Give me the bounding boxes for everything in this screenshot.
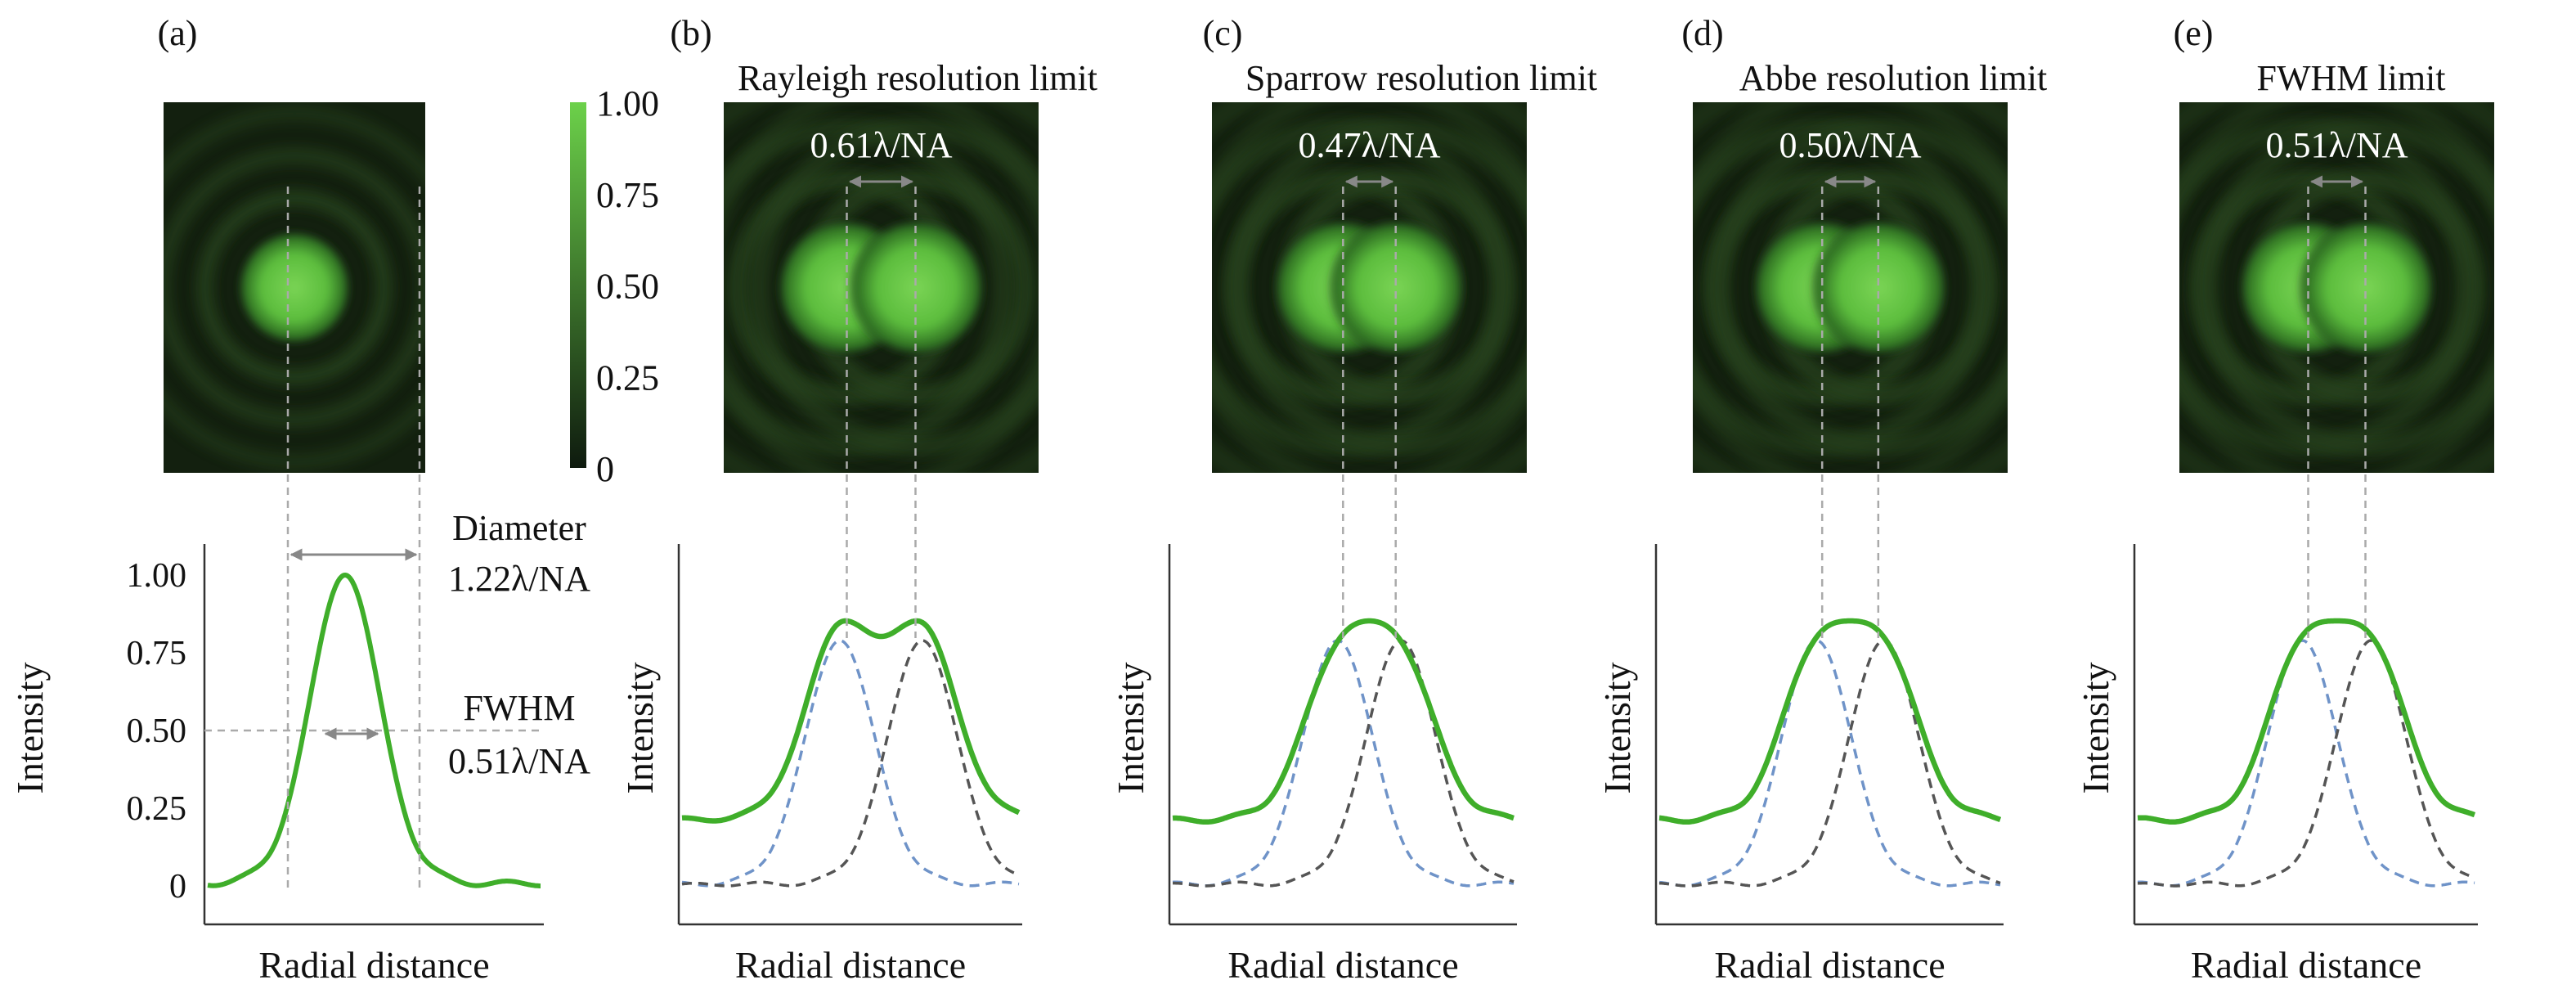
panel-label: (d) [1681,13,1723,53]
colorbar-tick-label: 0 [596,449,614,489]
psf-image [1693,102,2008,473]
y-tick-label: 0.50 [127,713,187,750]
panel-a: (a) Radial distance Intensity 1.00 0.75 0.50 0… [9,13,590,986]
diameter-value: 1.22λ/NA [448,559,590,599]
separation-label: 0.50λ/NA [1779,125,1921,165]
right-psf-curve [1659,639,2001,888]
psf-image [164,102,425,473]
panel-title: Rayleigh resolution limit [738,58,1097,98]
panel-e: (e) FWHM limit Radial distance Intensity 0.5… [2075,13,2494,986]
colorbar-tick-label: 0.75 [596,175,659,215]
colorbar-tick-label: 1.00 [596,83,659,124]
profile-plot: Radial distance Intensity [1110,544,1517,986]
x-axis-label: Radial distance [1714,944,1945,986]
intensity-curve [681,618,1021,824]
y-axis-label: Intensity [2075,663,2116,794]
x-axis-label: Radial distance [258,944,489,986]
panel-c: (c)Sparrow resolution limit Radial distan… [1110,13,1597,986]
y-tick-label: 1.00 [127,557,187,595]
left-psf-curve [681,639,1020,888]
x-axis-label: Radial distance [735,944,966,986]
x-axis-label: Radial distance [1227,944,1458,986]
separation-label: 0.61λ/NA [810,125,952,165]
panel-label: (e) [2174,13,2214,53]
psf-spot [846,216,988,359]
psf-spot [1326,216,1468,359]
panel-title: Sparrow resolution limit [1245,58,1597,98]
separation-label: 0.47λ/NA [1298,125,1440,165]
profile-plot: Radial distance Intensity 1.00 0.75 0.50 0.25… [9,508,590,986]
left-psf-curve [2137,639,2475,888]
panel-b: (b) Rayleigh resolution limit Radial dista… [619,13,1097,986]
y-axis-label: Intensity [619,663,661,794]
separation-label: 0.51λ/NA [2265,125,2408,165]
psf-spot [236,228,353,347]
colorbar-tick-label: 0.25 [596,357,659,398]
panel-label: (b) [670,13,711,53]
fwhm-label: FWHM [464,688,576,728]
profile-plot: Radial distance Intensity [1596,544,2004,986]
intensity-curve [2137,618,2476,825]
y-tick-label: 0.75 [127,635,187,672]
panel-label: (c) [1203,13,1243,53]
intensity-curve [1172,618,1515,825]
right-psf-curve [2137,639,2475,888]
panel-title: FWHM limit [2256,58,2445,98]
psf-spot [1808,216,1950,359]
y-tick-label: 0.25 [127,790,187,828]
panel-title: Abbe resolution limit [1739,58,2047,98]
psf-spot [2296,216,2438,359]
right-psf-curve [1173,639,1515,888]
x-axis-label: Radial distance [2191,944,2421,986]
colorbar: 1.00 0.75 0.50 0.25 0 [570,83,659,489]
diameter-label: Diameter [452,508,586,548]
panel-label: (a) [158,13,198,53]
intensity-curve [1658,618,2002,825]
psf-image [2179,102,2494,473]
y-axis-label: Intensity [9,663,51,794]
left-psf-curve [1172,639,1515,888]
colorbar-tick-label: 0.50 [596,267,659,307]
y-axis-label: Intensity [1596,663,1638,794]
psf-image [1212,102,1527,473]
psf-image [724,102,1039,473]
colorbar-gradient [570,102,586,468]
fwhm-value: 0.51λ/NA [448,741,590,781]
left-psf-curve [1658,639,2001,888]
panel-d: (d) Abbe resolution limit Radial distance I… [1596,13,2047,986]
right-psf-curve [681,639,1020,888]
y-tick-label: 0 [169,868,186,906]
profile-plot: Radial distance Intensity [2075,544,2478,986]
y-axis-label: Intensity [1110,663,1151,794]
intensity-curve [207,572,541,888]
profile-plot: Radial distance Intensity [619,544,1022,986]
